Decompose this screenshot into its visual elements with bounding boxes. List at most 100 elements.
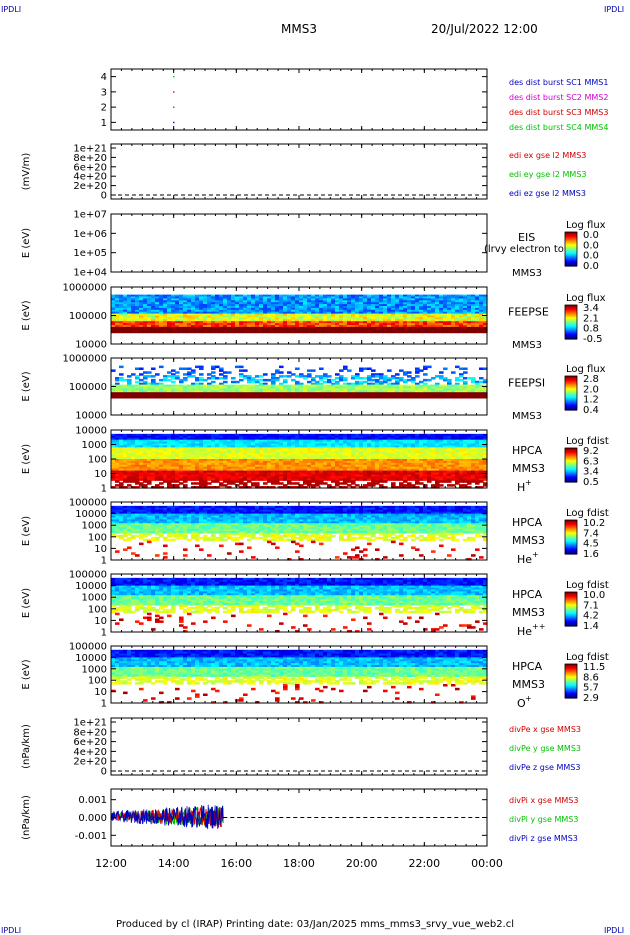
heatmap-cell [139,484,144,487]
heatmap-cell [443,379,448,382]
heatmap-cell [363,396,368,399]
heatmap-cell [111,396,116,399]
heatmap-cell [479,381,484,384]
heatmap-cell [211,381,216,384]
legend-label: edi ez gse l2 MMS3 [509,189,586,198]
heatmap-cell [423,331,428,334]
heatmap-cell [267,396,272,399]
heatmap-cell [327,381,332,384]
y-tick-label: 2e+20 [73,181,107,192]
colorbar-tick-label: -0.5 [583,334,603,345]
heatmap-cell [215,366,220,369]
heatmap-cell [323,331,328,334]
heatmap-cell [331,480,336,483]
heatmap-cell [187,331,192,334]
y-axis-label: E (eV) [21,300,32,330]
heatmap-cell [115,484,120,487]
heatmap-cell [303,377,308,380]
heatmap-cell [239,379,244,382]
heatmap-cell [207,331,212,334]
heatmap-cell [227,371,232,374]
heatmap-cell [451,371,456,374]
heatmap-cell [167,396,172,399]
panel-frame-2 [111,144,487,199]
heatmap-cell [283,396,288,399]
heatmap-cell [147,482,152,485]
heatmap-cell [279,396,284,399]
heatmap-cell [127,480,132,483]
heatmap-cell [343,331,348,334]
heatmap-cell [263,482,268,485]
heatmap-cell [411,331,416,334]
y-axis-label: E (eV) [21,228,32,258]
heatmap-cell [247,331,252,334]
y-tick-label: 100000 [69,311,107,322]
heatmap-cell [263,396,268,399]
heatmap-cell [199,396,204,399]
heatmap-cell [303,482,308,485]
heatmap-cell [319,331,324,334]
heatmap-cell [283,375,288,378]
heatmap-cell [259,331,264,334]
heatmap-cell [179,381,184,384]
heatmap-cell [255,396,260,399]
heatmap-cell [295,396,300,399]
heatmap-cell [183,396,188,399]
heatmap-cell [387,396,392,399]
heatmap-cell [211,396,216,399]
heatmap-cell [239,331,244,334]
heatmap-cell [187,396,192,399]
heatmap-cell [423,368,428,371]
heatmap-cell [323,478,328,481]
heatmap-cell [291,482,296,485]
heatmap-cell [155,373,160,376]
heatmap-cell [183,331,188,334]
heatmap-cell [115,331,120,334]
y-tick-label: 1e+21 [73,144,107,155]
heatmap-cell [139,478,144,481]
heatmap-cell [447,331,452,334]
heatmap-cell [243,369,248,372]
instrument-label: FEEPSE [508,306,549,319]
heatmap-cell [435,396,440,399]
heatmap-cell [223,381,228,384]
heatmap-cell [127,375,132,378]
heatmap-cell [323,377,328,380]
heatmap-cell [391,396,396,399]
heatmap-cell [307,396,312,399]
heatmap-cell [143,331,148,334]
heatmap-cell [367,331,372,334]
heatmap-cell [459,375,464,378]
heatmap-cell [463,377,468,380]
heatmap-cell [227,396,232,399]
heatmap-cell [147,375,152,378]
heatmap-cell [447,396,452,399]
heatmap-cell [251,396,256,399]
heatmap-cell [343,396,348,399]
heatmap-cell [279,331,284,334]
heatmap-cell [171,331,176,334]
heatmap-cell [287,482,292,485]
heatmap-cell [167,331,172,334]
heatmap-cell [371,331,376,334]
heatmap-cell [371,379,376,382]
colorbar-tick-label: 0.0 [583,261,599,272]
heatmap-cell [427,379,432,382]
heatmap-cell [211,368,216,371]
heatmap-cell [243,396,248,399]
heatmap-cell [179,482,184,485]
heatmap-cell [275,331,280,334]
heatmap-cell [223,480,228,483]
heatmap-cell [415,331,420,334]
heatmap-cell [123,331,128,334]
heatmap-cell [143,377,148,380]
heatmap-cell [191,331,196,334]
heatmap-cell [419,369,424,372]
heatmap-cell [455,331,460,334]
heatmap-cell [171,381,176,384]
heatmap-cell [123,379,128,382]
heatmap-cell [227,482,232,485]
heatmap-cell [175,371,180,374]
heatmap-cell [219,373,224,376]
